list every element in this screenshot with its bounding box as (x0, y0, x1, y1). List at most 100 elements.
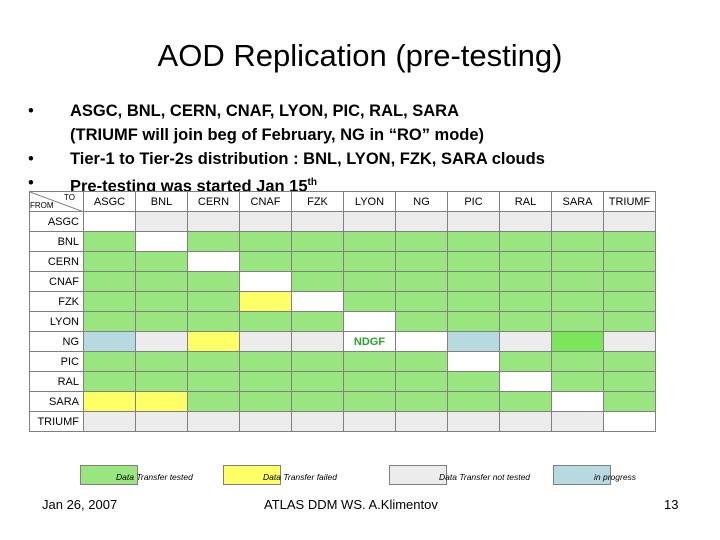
matrix-cell-asgc-to-fzk (291, 211, 344, 232)
matrix-cell-pic-to-cnaf (239, 351, 292, 372)
legend-label-failed: Data Transfer failed (263, 472, 338, 482)
legend: Data Transfer tested Data Transfer faile… (0, 465, 720, 487)
matrix-cell-sara-to-pic (447, 391, 500, 412)
matrix-cell-bnl-to-asgc (83, 231, 136, 252)
matrix-header-row: TO FROM ASGC BNL CERN CNAF FZK LYON NG PIC RAL SARA… (29, 191, 656, 212)
matrix-cell-triumf-to-cern (187, 411, 240, 432)
matrix-cell-cern-to-lyon (343, 251, 396, 272)
matrix-cell-cnaf-to-fzk (291, 271, 344, 292)
matrix-cell-asgc-to-lyon (343, 211, 396, 232)
row-header-cnaf: CNAF (29, 271, 84, 292)
bullet-item: • ASGC, BNL, CERN, CNAF, LYON, PIC, RAL,… (28, 99, 708, 147)
matrix-cell-fzk-to-fzk (291, 291, 344, 312)
matrix-cell-ral-to-cern (187, 371, 240, 392)
matrix-cell-cnaf-to-sara (551, 271, 604, 292)
matrix-cell-lyon-to-bnl (135, 311, 188, 332)
matrix-cell-pic-to-triumf (603, 351, 656, 372)
matrix-cell-sara-to-ral (499, 391, 552, 412)
corner-from-label: FROM (30, 201, 54, 210)
row-header-triumf: TRIUMF (29, 411, 84, 432)
replication-matrix: TO FROM ASGC BNL CERN CNAF FZK LYON NG PIC RAL SARA… (29, 191, 656, 432)
matrix-row-ng: NG NDGF (29, 331, 656, 352)
matrix-cell-lyon-to-asgc (83, 311, 136, 332)
matrix-cell-cnaf-to-cnaf (239, 271, 292, 292)
matrix-cell-triumf-to-pic (447, 411, 500, 432)
matrix-cell-sara-to-ng (395, 391, 448, 412)
row-header-ng: NG (29, 331, 84, 352)
row-header-ral: RAL (29, 371, 84, 392)
matrix-cell-lyon-to-ng (395, 311, 448, 332)
matrix-cell-fzk-to-ral (499, 291, 552, 312)
matrix-cell-bnl-to-ral (499, 231, 552, 252)
legend-swatch-in-progress (553, 465, 611, 485)
matrix-cell-fzk-to-ng (395, 291, 448, 312)
matrix-cell-ng-to-pic (447, 331, 500, 352)
matrix-row-sara: SARA (29, 391, 656, 412)
matrix-cell-asgc-to-ral (499, 211, 552, 232)
matrix-cell-ral-to-cnaf (239, 371, 292, 392)
matrix-cell-fzk-to-sara (551, 291, 604, 312)
matrix-cell-cern-to-ral (499, 251, 552, 272)
matrix-row-ral: RAL (29, 371, 656, 392)
matrix-cell-pic-to-asgc (83, 351, 136, 372)
bullet-text-continuation: (TRIUMF will join beg of February, NG in… (70, 126, 485, 144)
matrix-cell-cnaf-to-bnl (135, 271, 188, 292)
matrix-row-lyon: LYON (29, 311, 656, 332)
matrix-cell-sara-to-cern (187, 391, 240, 412)
matrix-cell-cnaf-to-ng (395, 271, 448, 292)
row-header-lyon: LYON (29, 311, 84, 332)
matrix-cell-asgc-to-ng (395, 211, 448, 232)
matrix-row-bnl: BNL (29, 231, 656, 252)
footer-author: ATLAS DDM WS. A.Klimentov (264, 497, 438, 512)
matrix-cell-pic-to-ral (499, 351, 552, 372)
matrix-cell-ral-to-ral (499, 371, 552, 392)
footer-page-number: 13 (664, 497, 679, 512)
row-header-pic: PIC (29, 351, 84, 372)
matrix-cell-fzk-to-pic (447, 291, 500, 312)
matrix-cell-ral-to-lyon (343, 371, 396, 392)
matrix-cell-ral-to-ng (395, 371, 448, 392)
matrix-cell-asgc-to-cnaf (239, 211, 292, 232)
matrix-cell-triumf-to-cnaf (239, 411, 292, 432)
column-header-pic: PIC (447, 191, 500, 212)
matrix-cell-cern-to-sara (551, 251, 604, 272)
matrix-cell-cnaf-to-ral (499, 271, 552, 292)
matrix-cell-lyon-to-pic (447, 311, 500, 332)
matrix-cell-ral-to-sara (551, 371, 604, 392)
bullet-list: • ASGC, BNL, CERN, CNAF, LYON, PIC, RAL,… (28, 99, 708, 199)
matrix-cell-triumf-to-triumf (603, 411, 656, 432)
bullet-text-superscript: th (307, 177, 317, 188)
matrix-cell-bnl-to-pic (447, 231, 500, 252)
matrix-cell-asgc-to-sara (551, 211, 604, 232)
matrix-cell-cern-to-cern (187, 251, 240, 272)
matrix-cell-triumf-to-fzk (291, 411, 344, 432)
matrix-cell-cern-to-pic (447, 251, 500, 272)
row-header-cern: CERN (29, 251, 84, 272)
matrix-cell-ng-to-cnaf (239, 331, 292, 352)
matrix-cell-ral-to-triumf (603, 371, 656, 392)
matrix-cell-triumf-to-sara (551, 411, 604, 432)
matrix-cell-ral-to-asgc (83, 371, 136, 392)
row-header-bnl: BNL (29, 231, 84, 252)
matrix-cell-bnl-to-fzk (291, 231, 344, 252)
matrix-cell-pic-to-fzk (291, 351, 344, 372)
matrix-cell-triumf-to-ral (499, 411, 552, 432)
matrix-cell-fzk-to-cern (187, 291, 240, 312)
matrix-cell-triumf-to-asgc (83, 411, 136, 432)
column-header-cern: CERN (187, 191, 240, 212)
matrix-cell-bnl-to-ng (395, 231, 448, 252)
column-header-sara: SARA (551, 191, 604, 212)
matrix-cell-pic-to-ng (395, 351, 448, 372)
matrix-cell-pic-to-sara (551, 351, 604, 372)
matrix-cell-cern-to-fzk (291, 251, 344, 272)
matrix-row-triumf: TRIUMF (29, 411, 656, 432)
matrix-cell-lyon-to-cnaf (239, 311, 292, 332)
matrix-cell-cnaf-to-asgc (83, 271, 136, 292)
bullet-dot: • (28, 174, 34, 192)
matrix-cell-sara-to-sara (551, 391, 604, 412)
matrix-cell-lyon-to-ral (499, 311, 552, 332)
matrix-cell-ral-to-pic (447, 371, 500, 392)
matrix-cell-sara-to-lyon (343, 391, 396, 412)
matrix-corner: TO FROM (29, 191, 84, 212)
matrix-cell-fzk-to-bnl (135, 291, 188, 312)
